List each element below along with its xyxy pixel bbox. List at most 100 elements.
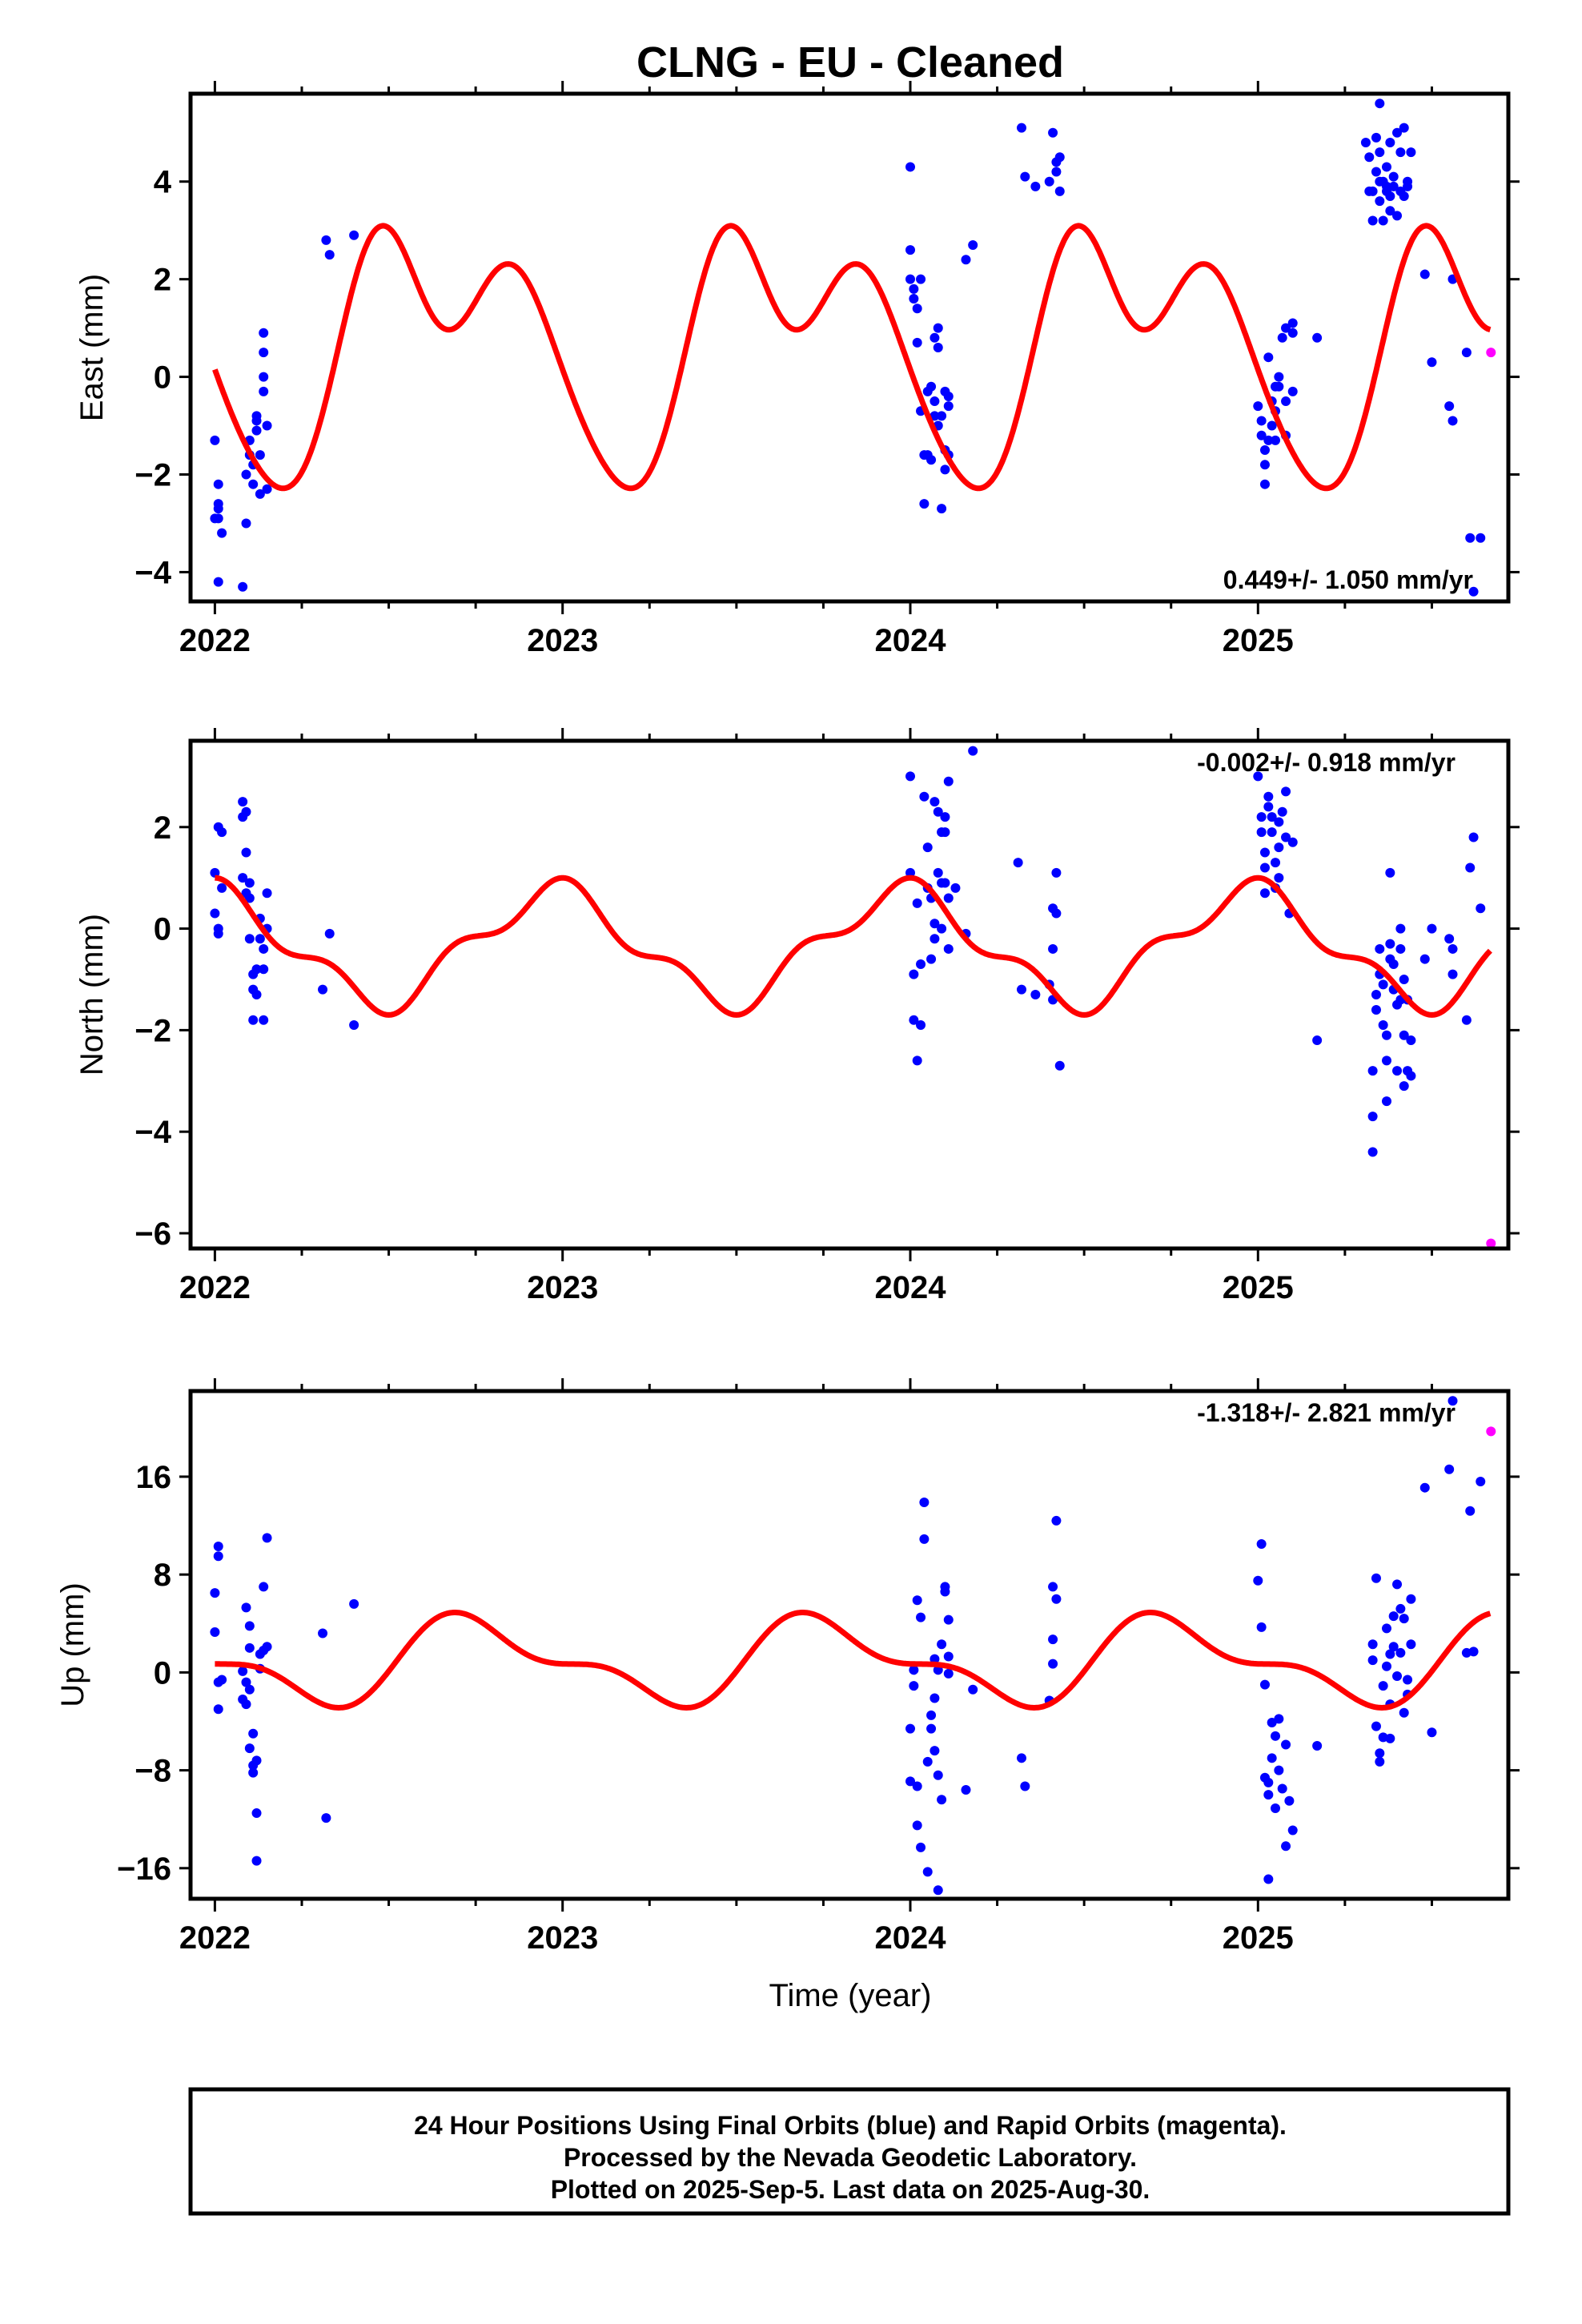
final-point — [909, 1681, 919, 1691]
final-point — [1367, 186, 1378, 196]
final-point — [1263, 802, 1274, 812]
final-point — [933, 343, 943, 352]
y-axis-label: North (mm) — [74, 914, 110, 1076]
final-point — [905, 1723, 916, 1734]
final-point — [1263, 352, 1274, 363]
final-point — [1371, 132, 1381, 143]
x-axis-label: Time (year) — [769, 1978, 932, 2013]
final-point — [1385, 939, 1395, 949]
final-point — [933, 867, 943, 878]
final-point — [1468, 1647, 1479, 1657]
final-point — [919, 1534, 930, 1544]
final-point — [1378, 215, 1388, 226]
final-point — [1444, 1464, 1455, 1474]
final-point — [1461, 1015, 1472, 1025]
final-point — [940, 827, 950, 838]
final-point — [1271, 1803, 1281, 1813]
final-point — [1287, 386, 1298, 396]
final-point — [940, 464, 950, 475]
final-point — [1274, 817, 1284, 827]
final-point — [912, 304, 922, 314]
final-point — [210, 435, 220, 445]
final-point — [1392, 211, 1403, 221]
final-point — [1267, 827, 1277, 838]
final-point — [251, 1755, 262, 1766]
final-point — [1381, 162, 1391, 172]
final-point — [262, 484, 272, 494]
final-orbit-points — [210, 99, 1486, 597]
final-point — [930, 1693, 940, 1703]
final-point — [238, 873, 248, 883]
model-fit-line — [213, 1610, 1492, 1711]
final-point — [1256, 827, 1267, 838]
final-point — [937, 1639, 947, 1650]
final-point — [1399, 974, 1409, 984]
final-point — [1263, 1790, 1274, 1800]
footer-frame — [188, 2087, 1511, 2216]
final-point — [909, 969, 919, 979]
final-point — [248, 1767, 259, 1778]
final-point — [318, 1628, 328, 1638]
x-tick-label: 2023 — [527, 1920, 598, 1956]
final-point — [213, 577, 223, 587]
final-point — [1395, 923, 1406, 934]
final-point — [1253, 771, 1263, 782]
final-point — [210, 1588, 220, 1598]
final-point — [1427, 923, 1437, 934]
final-point — [930, 797, 940, 807]
final-point — [1277, 1783, 1287, 1794]
final-point — [1051, 1515, 1062, 1526]
final-point — [1274, 842, 1284, 853]
final-point — [1054, 1060, 1065, 1071]
final-point — [1447, 969, 1458, 979]
final-point — [1444, 401, 1455, 412]
final-point — [1392, 1066, 1403, 1076]
final-point — [1364, 152, 1375, 163]
final-point — [916, 1612, 926, 1622]
x-tick-label: 2025 — [1223, 1270, 1294, 1305]
final-point — [926, 954, 937, 964]
final-point — [1360, 137, 1371, 147]
final-point — [324, 250, 335, 260]
final-point — [324, 928, 335, 939]
final-point — [321, 1813, 331, 1823]
final-point — [241, 1602, 251, 1613]
final-point — [1375, 1748, 1385, 1759]
final-point — [248, 479, 259, 489]
y-tick-label: 8 — [154, 1558, 171, 1593]
final-point — [251, 425, 262, 436]
final-point — [349, 1020, 359, 1031]
final-point — [1274, 1714, 1284, 1724]
final-point — [1468, 586, 1479, 597]
final-point — [909, 283, 919, 294]
final-point — [912, 898, 922, 908]
final-point — [1274, 873, 1284, 883]
y-tick-label: 0 — [154, 1655, 171, 1691]
final-point — [919, 1498, 930, 1508]
final-point — [1385, 137, 1395, 147]
final-point — [1256, 430, 1267, 440]
rate-label: -0.002+/- 0.918 mm/yr — [1197, 748, 1456, 777]
final-point — [244, 878, 255, 888]
final-point — [909, 1665, 919, 1675]
final-point — [259, 386, 269, 396]
final-point — [1287, 328, 1298, 338]
final-point — [922, 842, 933, 853]
final-point — [241, 888, 251, 899]
final-point — [1253, 1575, 1263, 1586]
final-point — [1406, 1594, 1416, 1604]
final-point — [922, 1756, 933, 1767]
final-point — [1388, 171, 1399, 182]
y-tick-label: 2 — [154, 810, 171, 846]
panel-3: 2022 2023 2024 2025 −16 −8 0 8 16 Up (mm) -1.318+/… — [55, 1378, 1520, 1956]
plot-frame — [188, 738, 1511, 1251]
final-point — [1465, 533, 1476, 543]
final-point — [1044, 176, 1054, 187]
final-point — [244, 934, 255, 944]
final-point — [1051, 167, 1062, 177]
final-point — [1375, 196, 1385, 207]
final-point — [1020, 1781, 1030, 1791]
x-tick-label: 2025 — [1223, 623, 1294, 658]
final-point — [912, 1055, 922, 1066]
final-point — [259, 372, 269, 382]
